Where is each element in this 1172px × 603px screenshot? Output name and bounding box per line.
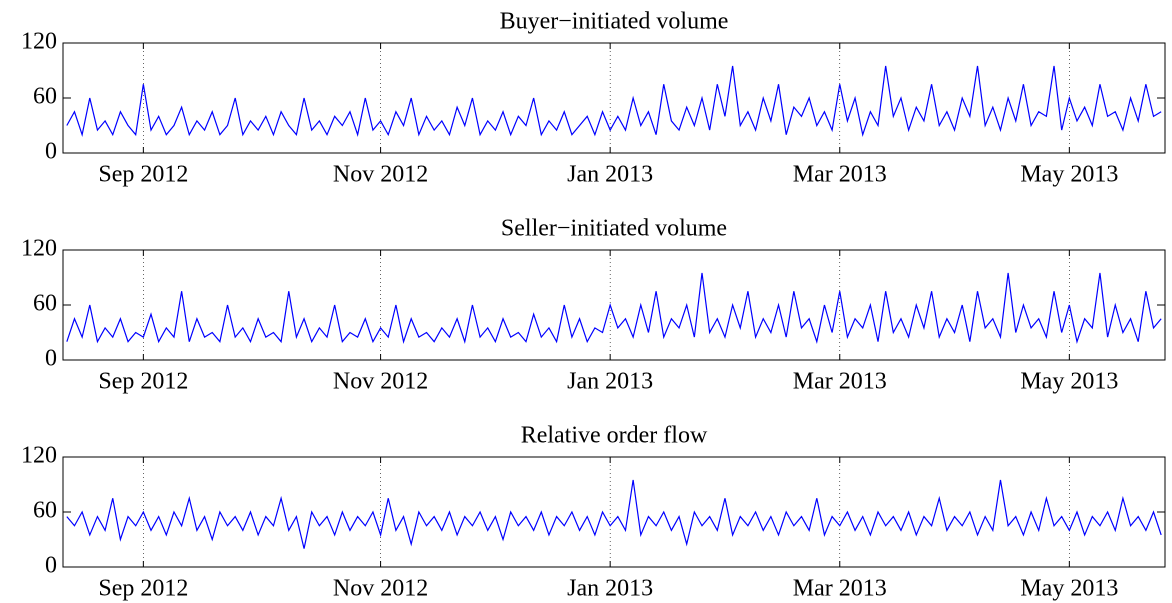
plot-frame [62, 456, 1166, 568]
chart-title: Relative order flow [521, 423, 708, 449]
x-tick-label: Jan 2013 [567, 576, 653, 602]
series-line [66, 272, 1162, 344]
x-tick-label: Sep 2012 [98, 576, 188, 602]
x-tick-label: Nov 2012 [333, 162, 428, 188]
x-tick-label: May 2013 [1020, 162, 1118, 188]
x-tick-label: Jan 2013 [567, 369, 653, 395]
y-tick-label: 60 [33, 84, 57, 110]
y-tick-label: 120 [21, 29, 57, 55]
plot-frame [62, 249, 1166, 361]
y-tick-label: 0 [45, 346, 57, 372]
plot-frame [62, 42, 1166, 154]
y-tick-label: 120 [21, 443, 57, 469]
x-tick-label: Mar 2013 [793, 369, 887, 395]
series-line [66, 65, 1162, 137]
x-tick-label: Nov 2012 [333, 576, 428, 602]
y-tick-label: 120 [21, 236, 57, 262]
x-tick-label: Nov 2012 [333, 369, 428, 395]
y-tick-label: 0 [45, 139, 57, 165]
y-tick-label: 0 [45, 553, 57, 579]
x-tick-label: Mar 2013 [793, 576, 887, 602]
x-tick-label: May 2013 [1020, 369, 1118, 395]
x-tick-label: Jan 2013 [567, 162, 653, 188]
series-line [66, 479, 1162, 549]
x-tick-label: May 2013 [1020, 576, 1118, 602]
y-tick-label: 60 [33, 291, 57, 317]
x-tick-label: Sep 2012 [98, 162, 188, 188]
chart-title: Buyer−initiated volume [500, 9, 729, 35]
chart-title: Seller−initiated volume [501, 216, 727, 242]
x-tick-label: Mar 2013 [793, 162, 887, 188]
x-tick-label: Sep 2012 [98, 369, 188, 395]
y-tick-label: 60 [33, 498, 57, 524]
